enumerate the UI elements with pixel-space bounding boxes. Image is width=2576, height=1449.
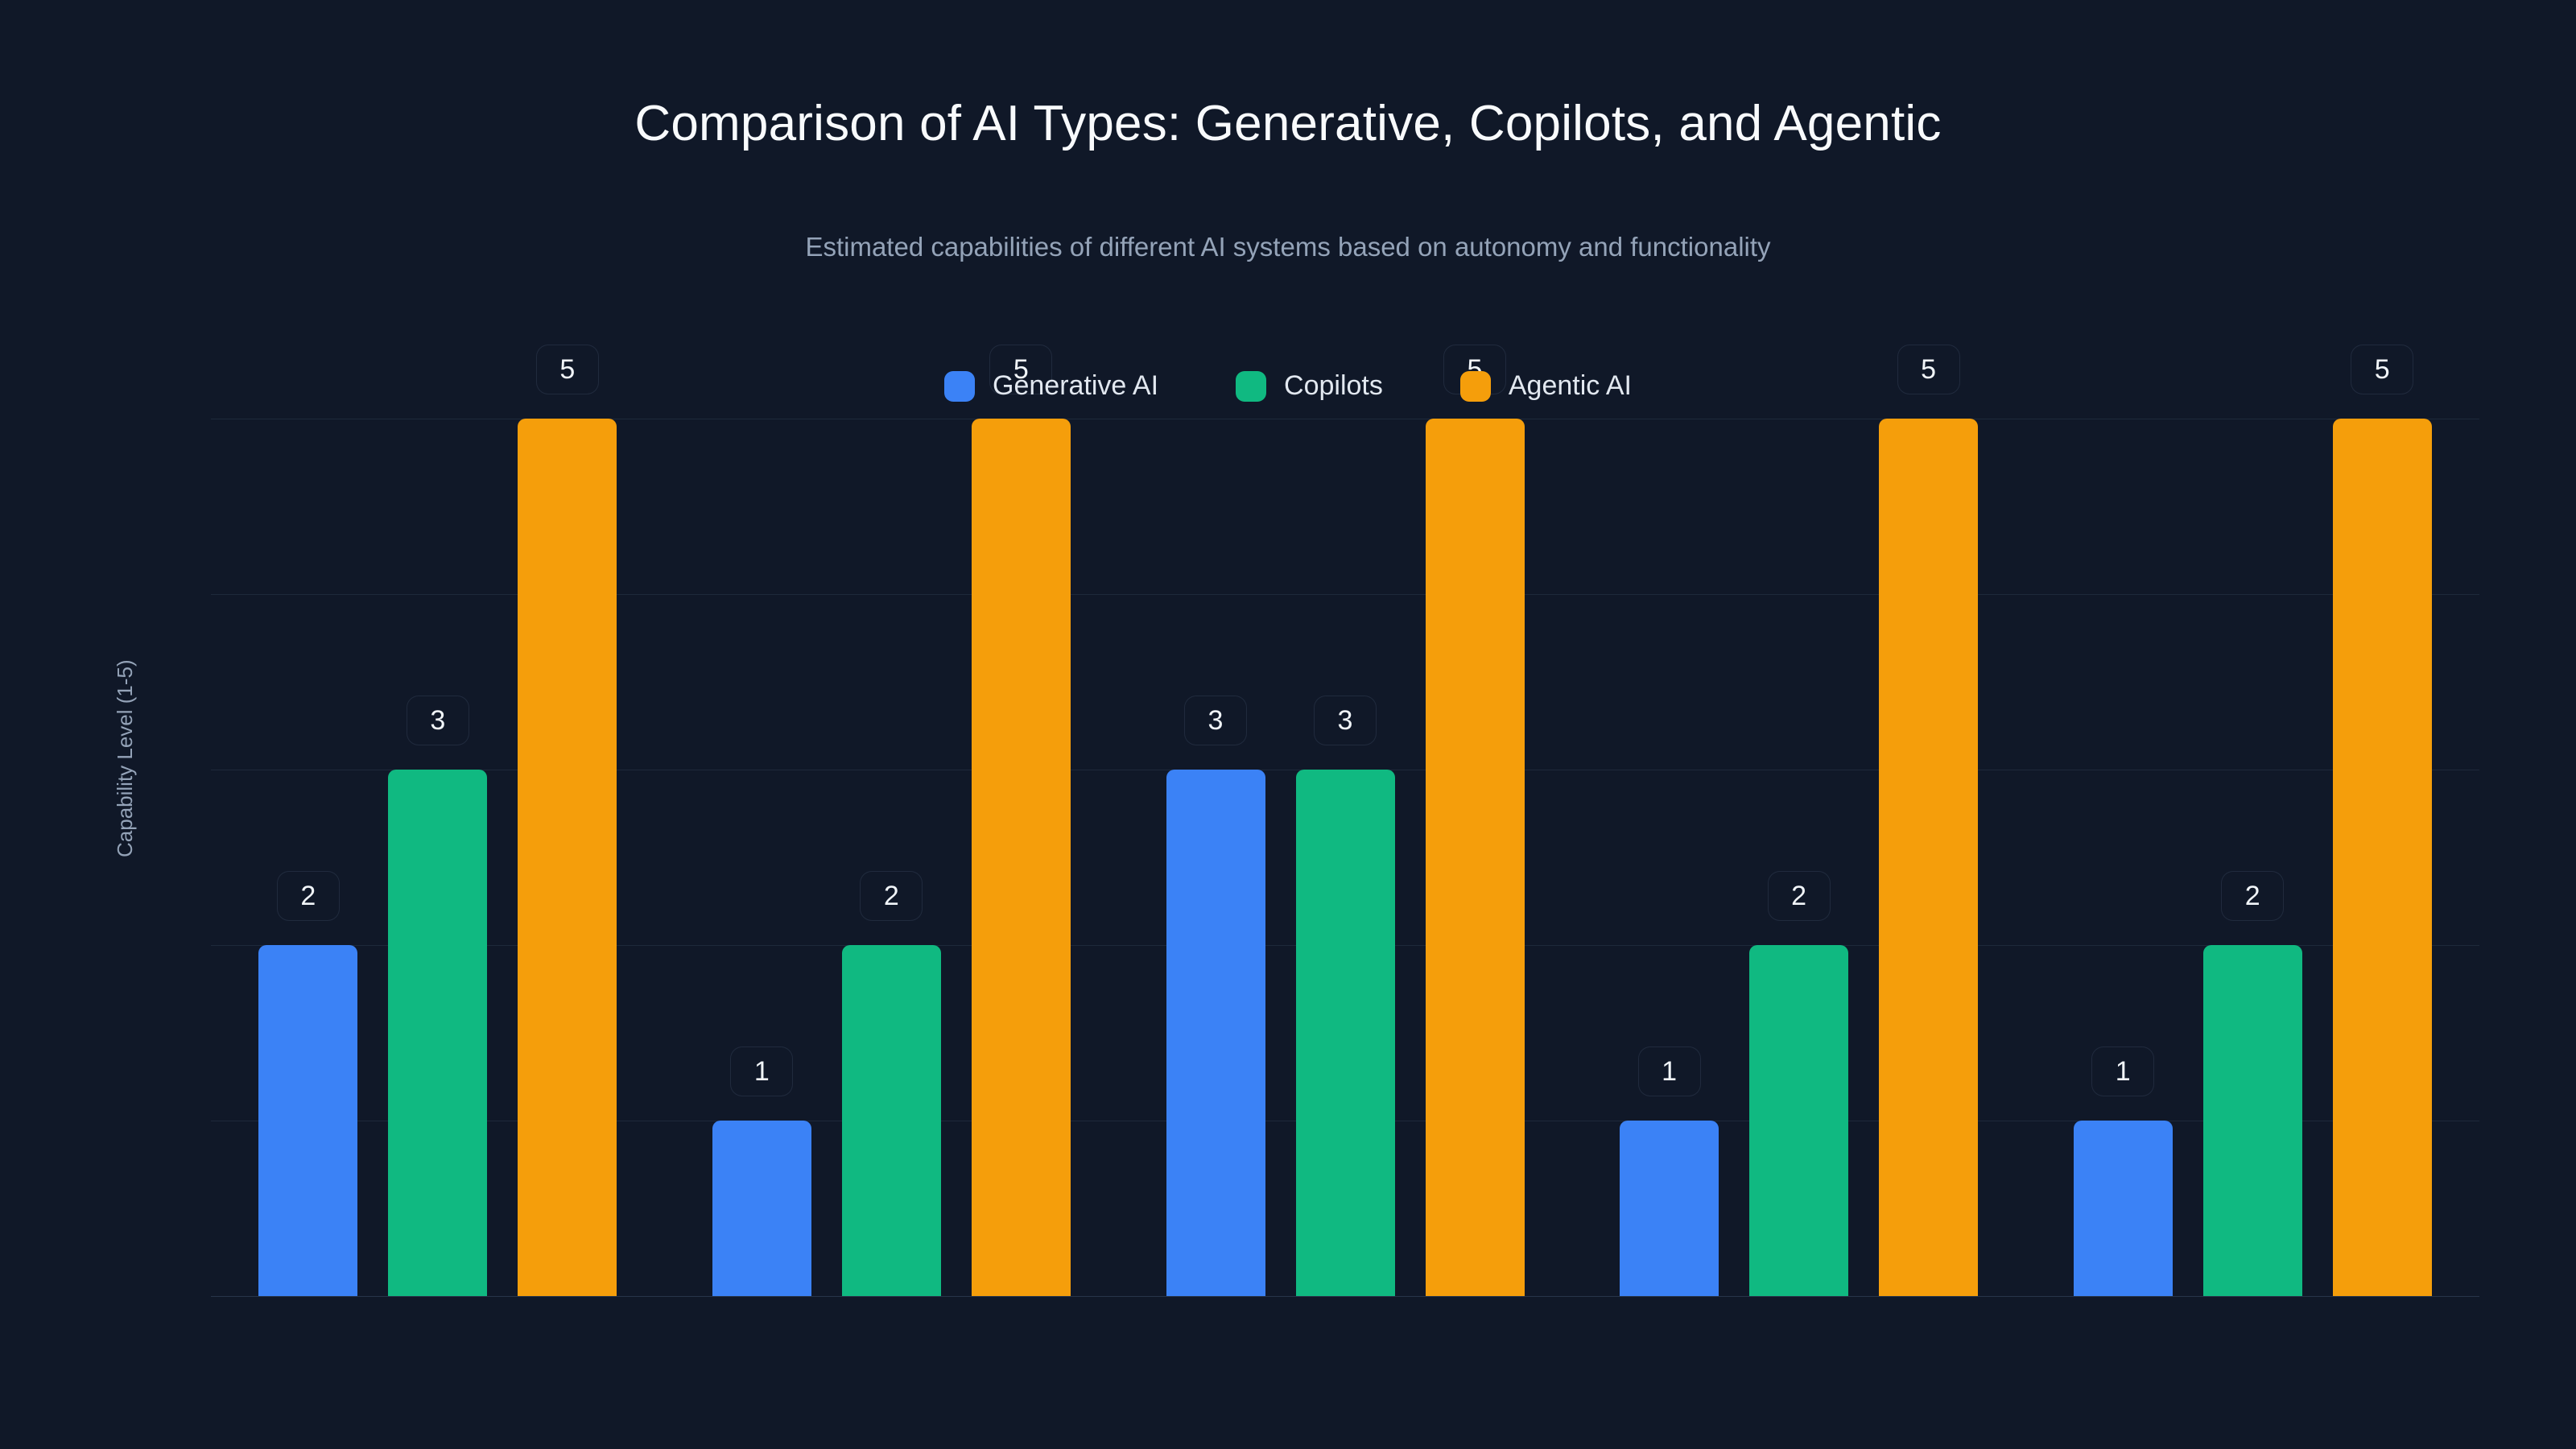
bar-value-badge: 5 (1897, 345, 1960, 394)
bar[interactable] (1749, 945, 1849, 1296)
bar[interactable] (1620, 1121, 1719, 1296)
bar-value-badge: 2 (2221, 871, 2285, 921)
legend-label: Copilots (1284, 370, 1383, 401)
bar[interactable] (971, 419, 1071, 1296)
bar[interactable] (518, 419, 617, 1296)
legend-item-copilots[interactable]: Copilots (1236, 370, 1383, 402)
bar-value-badge: 1 (2091, 1046, 2155, 1096)
bar[interactable] (1425, 419, 1525, 1296)
bar-value-badge: 5 (2351, 345, 2414, 394)
bar-value-badge: 3 (1184, 696, 1247, 745)
bar-value-badge: 2 (1767, 871, 1831, 921)
bar-value-badge: 1 (730, 1046, 794, 1096)
bar[interactable] (2202, 945, 2302, 1296)
bar[interactable] (1295, 770, 1395, 1296)
bar-value-badge: 5 (1443, 345, 1506, 394)
bar-value-badge: 2 (860, 871, 923, 921)
bar[interactable] (2332, 419, 2432, 1296)
bar-value-badge: 3 (406, 696, 469, 745)
bar-value-badge: 2 (276, 871, 340, 921)
legend-swatch-icon (1236, 370, 1267, 402)
bar-value-badge: 5 (535, 345, 599, 394)
chart-legend: Generative AI Copilots Agentic AI (0, 370, 2576, 402)
gridline (211, 1296, 2479, 1297)
chart-title: Comparison of AI Types: Generative, Copi… (634, 96, 1942, 151)
bar-value-badge: 1 (1637, 1046, 1701, 1096)
bar[interactable] (388, 770, 488, 1296)
gridline (211, 594, 2479, 595)
y-axis-label: Capability Level (1-5) (113, 659, 137, 857)
bar-value-badge: 3 (1314, 696, 1377, 745)
bar-value-badge: 5 (989, 345, 1053, 394)
bar[interactable] (1879, 419, 1979, 1296)
plot-area: 012345235Autonomy125Information Gatherin… (211, 345, 2479, 1297)
bar[interactable] (2073, 1121, 2173, 1296)
chart-subtitle: Estimated capabilities of different AI s… (805, 232, 1771, 262)
bar[interactable] (1166, 770, 1265, 1296)
bar[interactable] (258, 945, 358, 1296)
bar[interactable] (712, 1121, 811, 1296)
legend-swatch-icon (944, 370, 976, 402)
bar[interactable] (841, 945, 941, 1296)
legend-label: Agentic AI (1508, 370, 1632, 401)
